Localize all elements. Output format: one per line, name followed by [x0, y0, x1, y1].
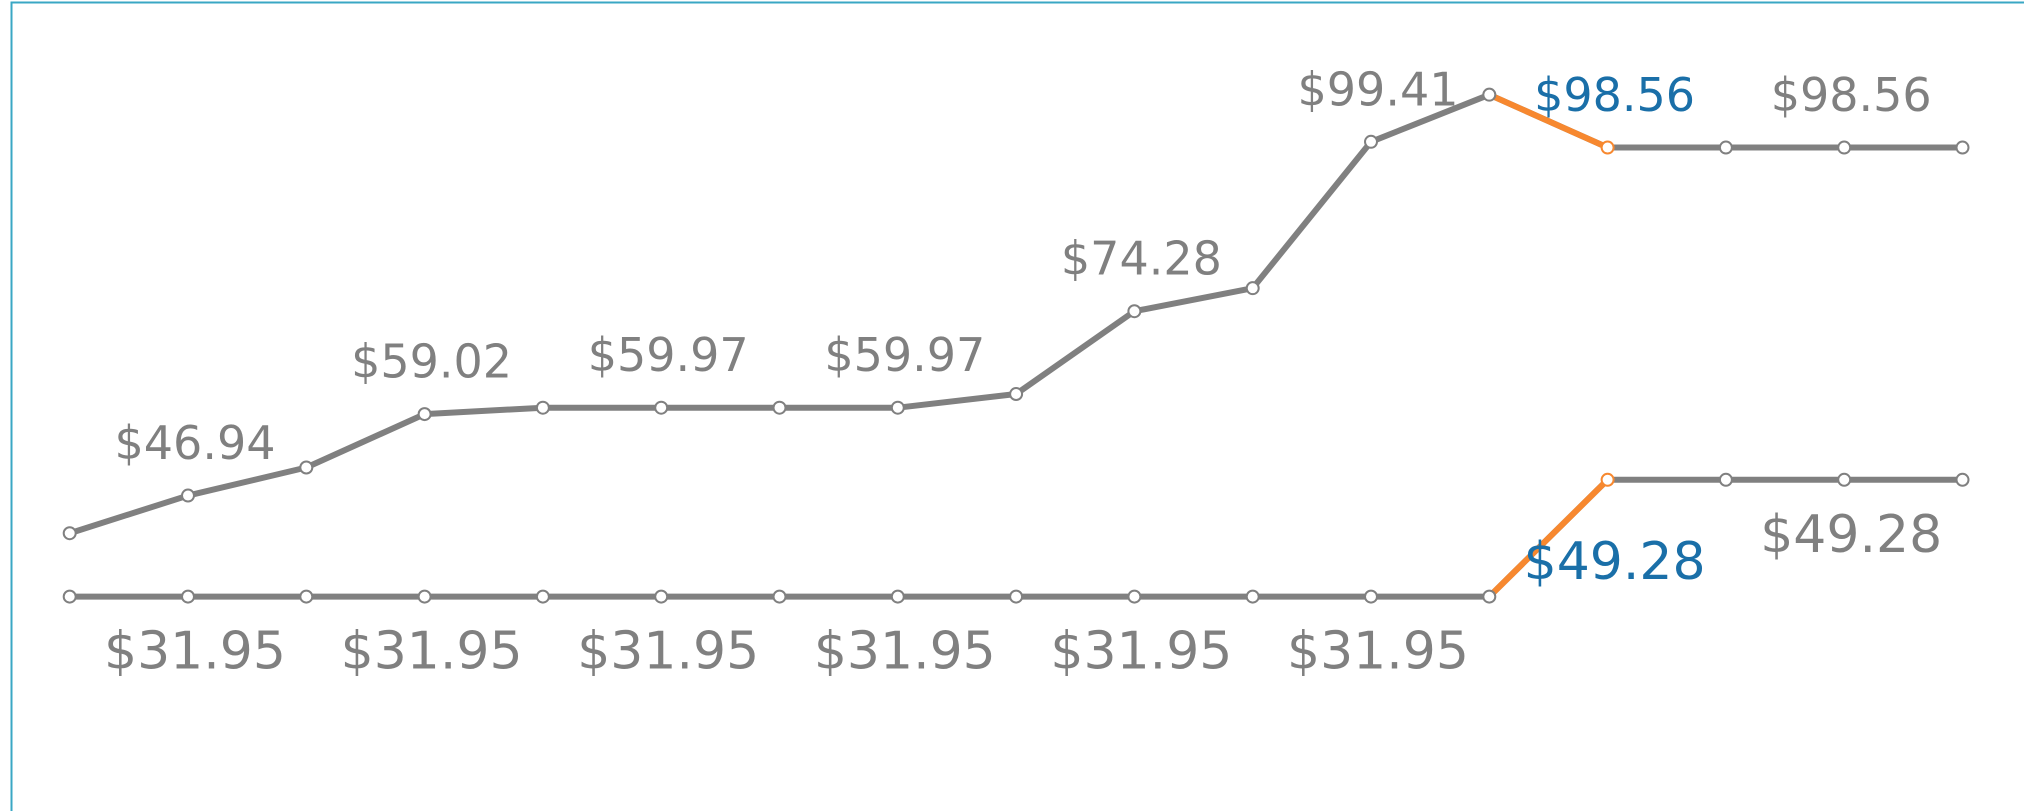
highlight-segment: [1486, 476, 1611, 600]
value-label: $31.95: [1287, 622, 1469, 682]
point: [1364, 589, 1378, 604]
point: [62, 589, 77, 604]
point: [1955, 140, 1970, 155]
point: [1600, 140, 1615, 155]
point: [890, 400, 905, 415]
point: [535, 400, 550, 415]
value-label: $98.56: [1771, 68, 1932, 122]
frame: [10, 1, 2024, 811]
point: [181, 589, 195, 604]
value-label: $98.56: [1534, 68, 1695, 122]
point: [299, 460, 314, 475]
point: [772, 589, 787, 604]
value-label: $31.95: [814, 622, 996, 682]
value-label: $59.02: [351, 335, 512, 389]
value-label: $31.95: [1050, 622, 1232, 682]
value-label: $31.95: [341, 622, 523, 682]
point: [181, 488, 195, 503]
point: [299, 589, 314, 604]
point: [1955, 472, 1970, 487]
point: [1718, 472, 1733, 487]
series-line: [68, 91, 1963, 537]
value-label: $49.28: [1524, 532, 1706, 592]
point: [1245, 589, 1260, 604]
point: [772, 400, 787, 415]
point: [1127, 304, 1142, 319]
point: [654, 400, 669, 415]
point: [890, 589, 905, 604]
point: [535, 589, 550, 604]
point: [654, 589, 669, 604]
value-label: $46.94: [115, 416, 276, 470]
point: [1009, 589, 1024, 604]
point: [1364, 134, 1378, 149]
value-label: $49.28: [1760, 505, 1942, 565]
point: [1009, 387, 1024, 402]
point: [1837, 140, 1852, 155]
point: [1127, 589, 1142, 604]
value-label: $74.28: [1061, 232, 1222, 286]
value-label: $59.97: [824, 328, 985, 382]
point: [1600, 472, 1615, 487]
point: [1245, 281, 1260, 296]
point: [1837, 472, 1852, 487]
point: [62, 526, 77, 541]
value-label: $99.41: [1298, 62, 1459, 116]
point: [417, 589, 432, 604]
value-label: $31.95: [104, 622, 286, 682]
point: [1482, 87, 1497, 102]
highlight-segment: [1486, 91, 1611, 151]
point: [417, 407, 432, 422]
value-label: $59.97: [588, 328, 749, 382]
value-label: $31.95: [577, 622, 759, 682]
point: [1482, 589, 1497, 604]
point: [1718, 140, 1733, 155]
